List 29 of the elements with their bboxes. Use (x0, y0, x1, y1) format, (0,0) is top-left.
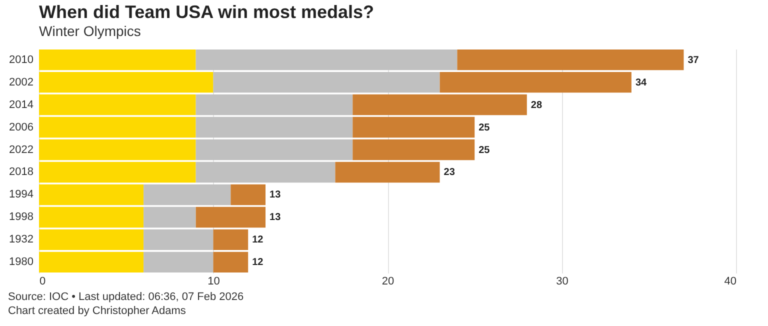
x-tick-label: 0 (40, 276, 46, 288)
total-label: 34 (635, 77, 648, 88)
chart-subtitle: Winter Olympics (39, 23, 141, 39)
total-label: 13 (270, 212, 282, 224)
y-tick-label: 2010 (9, 54, 34, 66)
source-note: Source: IOC • Last updated: 06:36, 07 Feb 2026 (8, 290, 245, 304)
total-label: 25 (478, 144, 490, 156)
x-tick-label: 10 (208, 276, 220, 288)
total-label: 12 (252, 257, 264, 268)
text: Chart created by Christopher Adams (8, 304, 187, 318)
total-label: 37 (688, 54, 700, 66)
total-label: 13 (270, 190, 282, 201)
total-label: 25 (478, 122, 490, 134)
total-label: 28 (530, 100, 542, 111)
x-tick-label: 20 (382, 276, 394, 288)
chart-title: When did Team USA win most medals? (39, 2, 374, 22)
total-label: 12 (252, 234, 264, 246)
x-tick-label: 30 (556, 276, 568, 288)
y-tick-label: 2018 (9, 166, 34, 178)
y-tick-label: 2014 (9, 98, 34, 111)
x-tick-label: 40 (724, 276, 736, 288)
y-tick-label: 2022 (9, 144, 34, 156)
y-tick-label: 1980 (9, 256, 34, 268)
y-tick-label: 1998 (9, 211, 34, 224)
y-tick-label: 2002 (9, 76, 34, 88)
y-tick-label: 1994 (9, 188, 34, 201)
y-tick-label: 2006 (9, 121, 34, 134)
y-tick-label: 1932 (9, 234, 34, 246)
total-label: 23 (444, 167, 456, 178)
